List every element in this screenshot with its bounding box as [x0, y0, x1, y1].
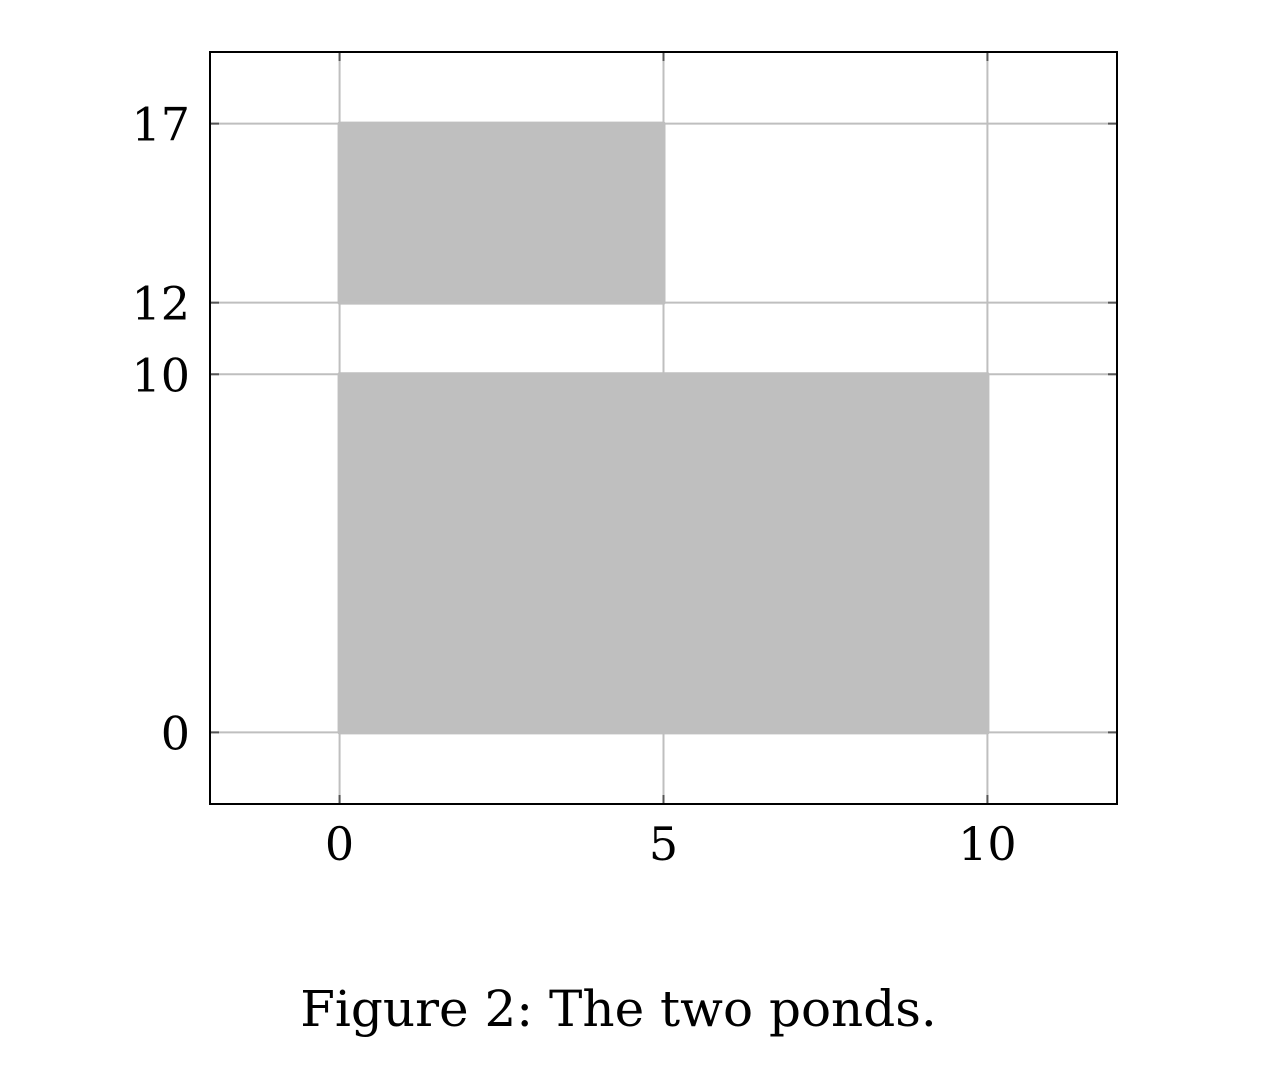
x-tick-label: 10 [958, 817, 1017, 871]
figure-caption: Figure 2: The two ponds. [300, 980, 937, 1038]
x-tick-label: 5 [649, 817, 678, 871]
pond-rect [337, 372, 990, 735]
y-tick-label: 17 [131, 98, 190, 152]
tick-labels: 0 5 10 0 10 12 17 [131, 98, 1016, 871]
y-tick-label: 10 [131, 348, 190, 402]
pond-chart: 0 5 10 0 10 12 17 [131, 51, 1118, 871]
y-tick-label: 12 [131, 277, 190, 331]
x-tick-label: 0 [325, 817, 354, 871]
axis-ticks [210, 52, 1117, 804]
y-tick-label: 0 [161, 706, 190, 760]
pond-rectangles [337, 121, 990, 735]
plot-frame [209, 51, 1118, 805]
pond-rect [337, 121, 666, 305]
